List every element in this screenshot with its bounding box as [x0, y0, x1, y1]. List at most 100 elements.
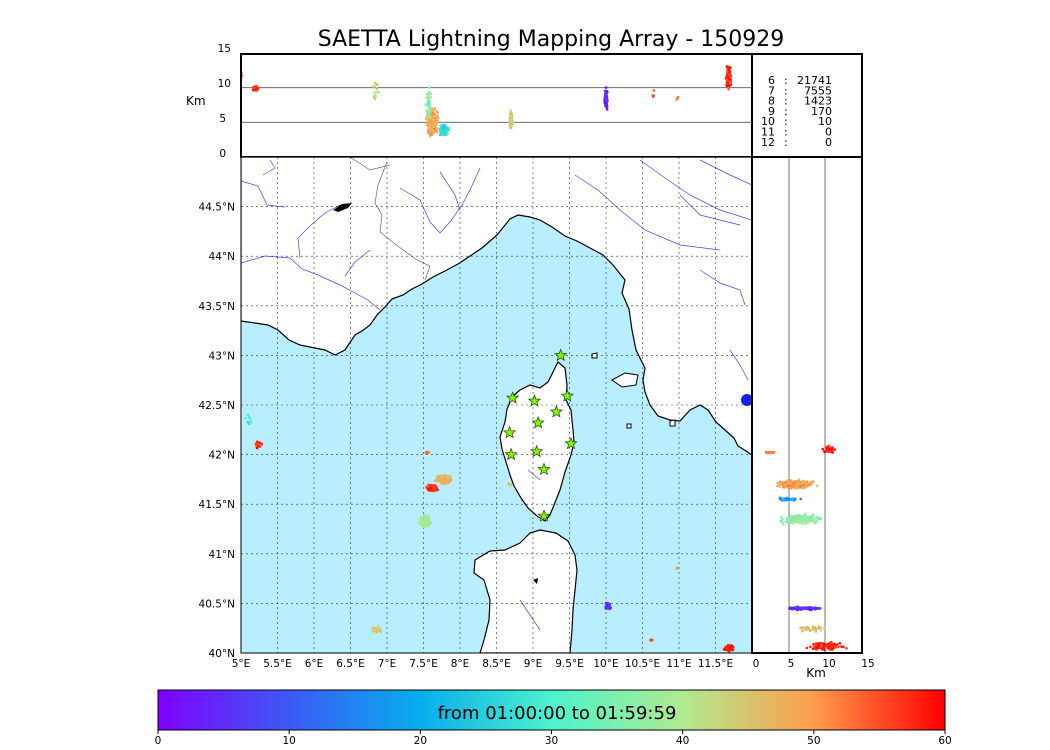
colorbar-gradient	[157, 689, 946, 731]
altitude-lat-point	[784, 480, 787, 484]
lightning-source-point	[445, 474, 449, 478]
altitude-lat-point	[789, 515, 793, 518]
lma-station-marker	[502, 425, 517, 439]
altitude-lon-point	[426, 111, 430, 115]
altitude-lon-point	[442, 125, 446, 129]
lma-station-marker	[564, 436, 578, 450]
map-axis-ticks: 5°E 5.5°E 6°E 6.5°E 7°E 7.5°E 8°E 8.5°E 9°E 9.5°E…	[199, 202, 734, 670]
altitude-lat-point	[838, 642, 842, 645]
altitude-lat-point	[816, 643, 820, 647]
lightning-source-point	[426, 485, 430, 488]
map-lon-tick-label: 11°E	[666, 658, 691, 670]
altitude-lon-point	[446, 132, 449, 136]
lightning-source-point	[437, 475, 440, 479]
altitude-lat-point	[788, 482, 791, 486]
altitude-lon-point	[436, 114, 440, 117]
station-count-value: 0	[825, 136, 832, 149]
station-count-value: 1423	[804, 95, 832, 108]
altitude-lon-point	[429, 121, 433, 125]
altitude-lon-point	[434, 122, 437, 125]
altitude-lat-point	[814, 628, 818, 631]
altitude-lat-point	[826, 646, 830, 650]
map-lat-tick-label: 42°N	[209, 450, 235, 462]
altitude-lon-point	[445, 128, 448, 132]
altitude-lat-point	[802, 485, 806, 489]
lightning-source-point	[433, 486, 437, 490]
station-counts-frame	[751, 53, 863, 158]
altitude-lon-point	[509, 120, 512, 123]
altitude-lon-point	[433, 116, 437, 120]
lightning-source-point	[244, 416, 247, 420]
altitude-lat-point	[799, 607, 802, 610]
altitude-lon-point	[425, 104, 429, 107]
colorbar-ticks: 0 10 20 30 40 50 60	[155, 730, 952, 747]
map-lat-tick-label: 43.5°N	[199, 301, 235, 313]
altitude-lat-point	[815, 645, 819, 649]
altitude-lon-point	[605, 98, 608, 102]
colorbar-tick-label: 60	[938, 735, 951, 747]
lightning-source-point	[375, 630, 379, 634]
lightning-source-point	[376, 624, 380, 628]
altitude-lat-point	[814, 630, 818, 633]
altitude-lon-point	[441, 129, 445, 133]
altitude-lon-point	[435, 109, 438, 113]
altitude-lat-point	[833, 448, 837, 451]
lma-station-marker	[527, 393, 542, 407]
lightning-source-point	[649, 638, 652, 642]
map-lon-tick-label: 6°E	[305, 658, 324, 670]
map-lon-tick-label: 5.5°E	[263, 658, 292, 670]
lightning-source-point	[421, 523, 425, 527]
altitude-lon-point	[727, 79, 731, 82]
lightning-source-point	[419, 516, 423, 519]
station-count-separator: :	[784, 74, 788, 87]
altitude-lon-point	[726, 67, 729, 70]
lightning-source-point	[722, 648, 726, 651]
map-lat-tick-label: 41°N	[209, 549, 235, 561]
altitude-lat-point	[797, 478, 801, 481]
altitude-lat-point	[799, 497, 802, 501]
altitude-lat-point	[808, 606, 812, 609]
altitude-lon-point	[440, 124, 444, 127]
altitude-lat-point	[811, 625, 815, 628]
altitude-lon-point	[429, 92, 433, 95]
altitude-lat-point	[807, 482, 811, 486]
lightning-source-point	[424, 516, 427, 520]
altitude-lon-point	[435, 130, 439, 134]
map-lon-tick-label: 7.5°E	[409, 658, 438, 670]
map-lon-tick-label: 9°E	[524, 658, 543, 670]
altitude-lon-point	[605, 108, 609, 111]
altitude-lat-point	[793, 519, 797, 523]
altitude-lat-point	[787, 497, 790, 500]
altitude-lat-point	[787, 517, 791, 520]
altitude-lat-point	[825, 644, 828, 648]
station-count-value: 7555	[804, 84, 832, 97]
altitude-lat-point	[831, 647, 834, 651]
altitude-lon-point	[374, 95, 378, 99]
lightning-source-point	[419, 520, 423, 524]
altitude-lat-point	[786, 481, 789, 485]
altitude-lon-point	[429, 95, 432, 99]
altitude-lat-point	[791, 497, 795, 501]
altitude-lat-point	[800, 629, 804, 633]
altitude-lat-point	[794, 606, 798, 609]
lightning-source-point	[249, 420, 253, 424]
map-land-mainland	[241, 157, 752, 456]
lma-station-marker	[560, 389, 574, 402]
lightning-source-point	[371, 626, 375, 630]
altitude-lat-point	[806, 626, 810, 629]
map-lon-tick-label: 11.5°E	[698, 658, 733, 670]
station-count-separator: :	[784, 136, 788, 149]
altitude-lat-point	[823, 450, 827, 454]
altitude-lat-point	[778, 480, 782, 484]
altitude-lat-point	[822, 648, 826, 651]
altitude-lon-point	[428, 116, 431, 119]
altitude-lon-point	[427, 86, 431, 89]
right-alt-tick-10: 10	[822, 658, 835, 670]
lma-station-marker	[554, 348, 568, 362]
lightning-source-point	[426, 524, 429, 527]
altitude-lat-point	[796, 481, 800, 484]
altitude-lat-point	[781, 518, 784, 521]
right-alt-tick-5: 5	[788, 658, 795, 670]
lma-station-marker	[505, 391, 520, 404]
